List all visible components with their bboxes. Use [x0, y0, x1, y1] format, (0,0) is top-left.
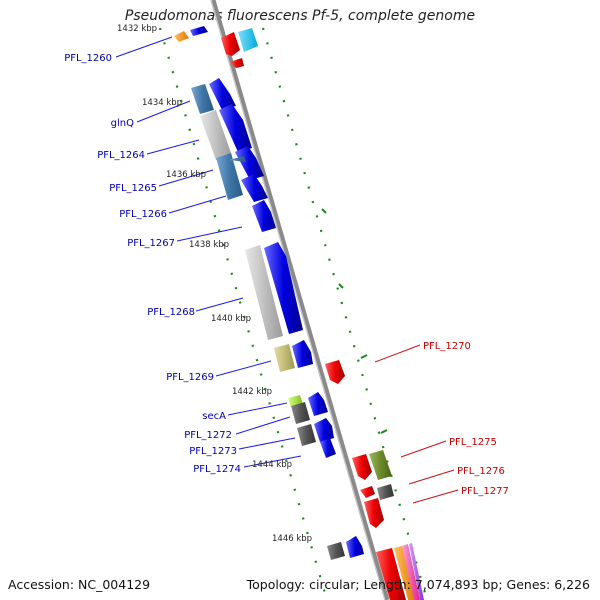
cds-arrow[interactable] [291, 402, 310, 424]
cds-arrow[interactable] [346, 536, 364, 558]
label-leader [243, 455, 302, 468]
label-leader [408, 469, 455, 485]
cds-arrow[interactable] [409, 543, 424, 600]
label-leader [146, 139, 200, 155]
cds-arrow[interactable] [292, 340, 313, 368]
label-leader [115, 36, 173, 58]
genome-backbone [210, 0, 390, 600]
label-leader [158, 169, 214, 187]
label-leader [168, 195, 227, 214]
cds-arrow[interactable] [264, 242, 303, 334]
label-leader [235, 416, 291, 435]
gene-label[interactable]: PFL_1265 [109, 183, 157, 194]
kbp-tick-label: 1440 kbp [211, 314, 251, 324]
cds-arrow[interactable] [360, 486, 375, 498]
cds-arrow[interactable] [190, 26, 208, 36]
gene-label[interactable]: PFL_1268 [147, 307, 195, 318]
cds-arrow[interactable] [216, 153, 243, 200]
grid-dash [338, 283, 344, 289]
gene-label[interactable]: PFL_1275 [449, 437, 497, 448]
cds-arrow[interactable] [327, 542, 345, 560]
cds-arrow[interactable] [308, 392, 328, 416]
label-leader [227, 402, 288, 416]
genome-summary-text: Topology: circular; Length: 7,074,893 bp… [246, 577, 590, 592]
cds-arrow[interactable] [297, 424, 316, 446]
label-leader [215, 360, 272, 377]
cds-arrow[interactable] [274, 344, 295, 372]
gene-label[interactable]: PFL_1269 [166, 372, 214, 383]
gene-label[interactable]: PFL_1276 [457, 466, 505, 477]
cds-arrow[interactable] [229, 156, 246, 162]
cds-arrow[interactable] [191, 84, 214, 114]
label-leader [412, 489, 459, 504]
cds-arrow[interactable] [174, 31, 189, 42]
cds-arrow[interactable] [325, 360, 345, 384]
cds-arrow[interactable] [352, 454, 372, 480]
map-title: Pseudomonas fluorescens Pf-5, complete g… [124, 8, 476, 24]
gene-label[interactable]: PFL_1260 [64, 53, 112, 64]
cds-arrow[interactable] [320, 438, 336, 458]
cds-arrow[interactable] [235, 146, 264, 180]
gene-label[interactable]: PFL_1266 [119, 209, 167, 220]
gene-label[interactable]: PFL_1270 [423, 341, 471, 352]
label-leader [238, 437, 296, 450]
gene-label[interactable]: PFL_1267 [127, 238, 175, 249]
label-leader [136, 100, 191, 123]
label-leader [195, 297, 244, 312]
kbp-tick-label: 1436 kbp [166, 170, 206, 180]
cds-arrow[interactable] [209, 78, 236, 110]
cds-arrow[interactable] [369, 450, 392, 480]
cds-arrow[interactable] [241, 174, 268, 202]
cds-arrow[interactable] [252, 200, 276, 232]
kbp-tick-label: 1434 kbp [142, 98, 182, 108]
cds-arrow[interactable] [200, 110, 232, 160]
gene-label[interactable]: secA [202, 411, 226, 422]
grid-dash [380, 429, 388, 434]
cds-arrow[interactable] [238, 28, 258, 52]
kbp-tick-label: 1442 kbp [232, 387, 272, 397]
outer-grid-line [261, 27, 429, 600]
cds-arrow[interactable] [394, 546, 416, 600]
accession-text: Accession: NC_004129 [8, 577, 151, 592]
cds-arrow[interactable] [230, 58, 244, 68]
cds-arrow[interactable] [376, 548, 406, 600]
gene-label[interactable]: PFL_1274 [193, 464, 241, 475]
kbp-tick-label: 1438 kbp [189, 240, 229, 250]
gene-label[interactable]: PFL_1264 [97, 150, 145, 161]
genome-backbone-highlight [210, 0, 386, 600]
cds-arrow[interactable] [314, 418, 334, 442]
gene-label[interactable]: PFL_1273 [189, 446, 237, 457]
cds-arrow[interactable] [364, 498, 384, 528]
gene-label[interactable]: glnQ [111, 118, 134, 129]
kbp-tick-label: 1446 kbp [272, 534, 312, 544]
label-leader [176, 226, 243, 242]
label-leader [400, 440, 447, 458]
cds-arrow[interactable] [402, 544, 420, 600]
cds-arrow[interactable] [219, 104, 252, 152]
cds-arrow[interactable] [245, 245, 283, 340]
grid-dash [321, 208, 327, 214]
cds-arrow[interactable] [377, 484, 394, 500]
gene-label[interactable]: PFL_1272 [184, 430, 232, 441]
grid-dash [360, 354, 368, 359]
gene-label[interactable]: PFL_1277 [461, 486, 509, 497]
kbp-tick-label: 1444 kbp [252, 460, 292, 470]
label-leader [374, 344, 421, 363]
kbp-tick-label: 1432 kbp [117, 24, 157, 34]
cds-arrow[interactable] [221, 32, 240, 56]
inner-grid-line [158, 27, 329, 600]
